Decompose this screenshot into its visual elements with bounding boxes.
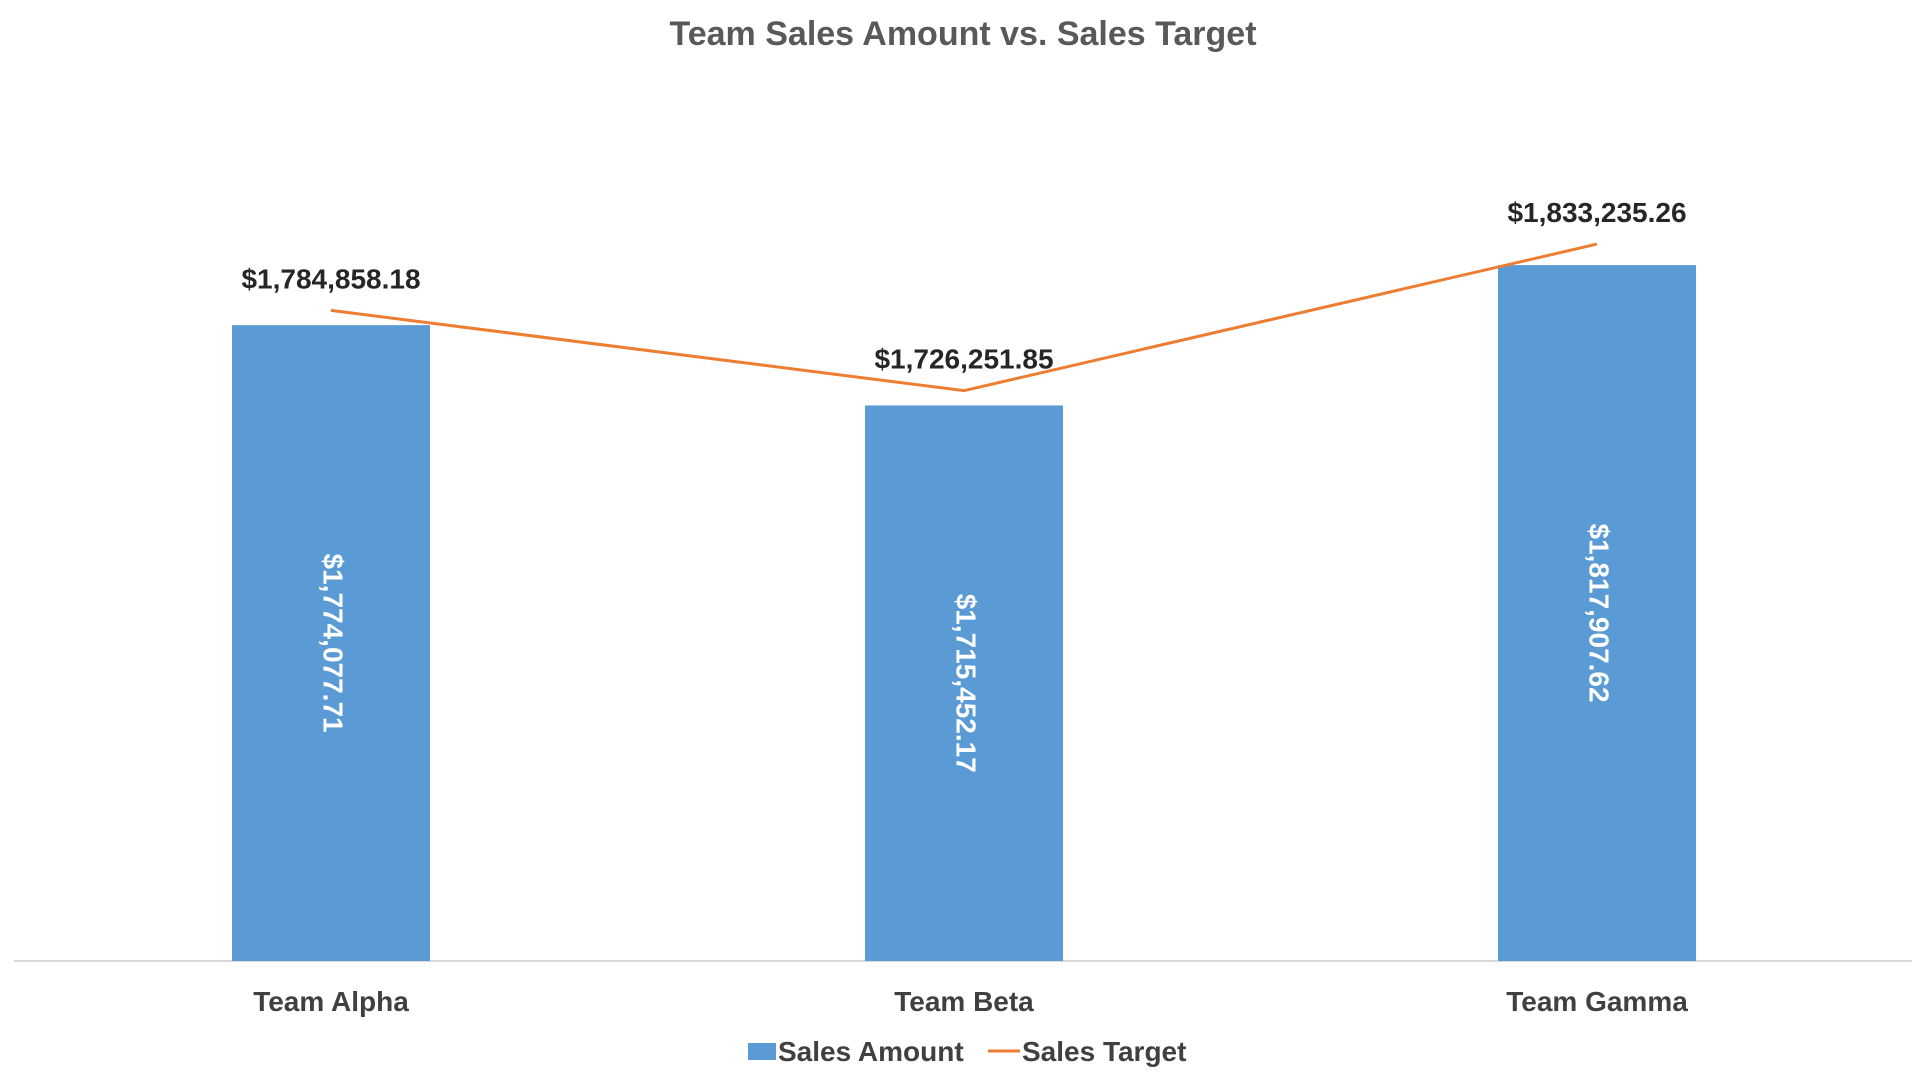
bar-sales-amount bbox=[232, 325, 430, 962]
legend-label-sales-amount: Sales Amount bbox=[778, 1036, 964, 1067]
category-label: Team Beta bbox=[894, 986, 1034, 1017]
category-label: Team Gamma bbox=[1506, 986, 1688, 1017]
target-value-label: $1,726,251.85 bbox=[874, 344, 1053, 375]
bar-value-label: $1,817,907.62 bbox=[1584, 524, 1615, 703]
bar-sales-amount bbox=[1498, 265, 1696, 961]
bar-sales-amount bbox=[865, 405, 1063, 962]
legend-label-sales-target: Sales Target bbox=[1022, 1036, 1186, 1067]
category-label: Team Alpha bbox=[253, 986, 409, 1017]
target-value-label: $1,833,235.26 bbox=[1507, 197, 1686, 228]
legend: Sales Amount Sales Target bbox=[748, 1036, 1186, 1067]
bars-layer: $1,774,077.71 $1,715,452.17 $1,817,907.62 bbox=[232, 265, 1696, 962]
line-sales-target bbox=[330, 242, 1598, 393]
bar-value-label: $1,774,077.71 bbox=[318, 554, 349, 733]
chart-title: Team Sales Amount vs. Sales Target bbox=[669, 15, 1256, 53]
bar-value-label: $1,715,452.17 bbox=[951, 594, 982, 773]
category-labels: Team Alpha Team Beta Team Gamma bbox=[253, 986, 1688, 1017]
legend-swatch-sales-amount bbox=[748, 1043, 776, 1060]
target-value-label: $1,784,858.18 bbox=[241, 263, 420, 294]
target-line-layer: $1,784,858.18 $1,726,251.85 $1,833,235.26 bbox=[241, 197, 1687, 393]
